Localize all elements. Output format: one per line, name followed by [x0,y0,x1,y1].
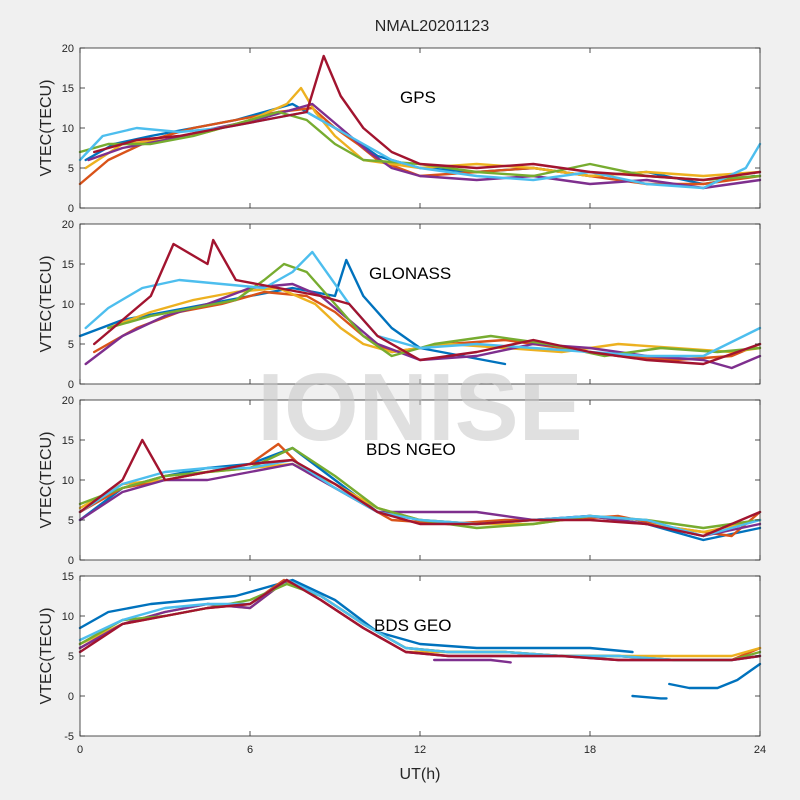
y-axis-label: VTEC(TECU) [38,80,55,177]
series-line-6 [78,110,762,190]
x-tick-label: 12 [414,744,426,756]
series-line-5 [78,110,762,182]
series-line-7 [78,438,762,538]
y-axis-label: VTEC(TECU) [38,432,55,529]
figure-title: NMAL20201123 [375,18,490,35]
series-line-6 [78,578,762,662]
y-tick-label: 15 [62,259,74,271]
series-line-7 [92,238,762,366]
series-line-3 [84,86,762,178]
x-tick-label: 18 [584,744,596,756]
y-tick-label: 10 [62,123,74,135]
series-line-8 [433,658,512,664]
y-tick-label: 5 [68,515,74,527]
y-tick-label: 5 [68,163,74,175]
x-tick-label: 0 [77,744,83,756]
x-tick-label: 6 [247,744,253,756]
panels: 0 5 10 15 20 VTEC(TECU) GPS 0 5 10 15 20 VTEC(TECU) G… [38,43,766,756]
series-line-1 [78,578,634,654]
y-tick-label: 0 [68,203,74,215]
y-tick-label: 20 [62,395,74,407]
panel-2: 0 5 10 15 20 VTEC(TECU) GLONASS [38,219,762,391]
panel-label: GPS [400,88,436,107]
panel-label: BDS GEO [374,616,451,635]
y-tick-label: 0 [68,379,74,391]
y-tick-label: 20 [62,219,74,231]
series-line-7 [78,578,762,662]
x-tick-label: 24 [754,744,766,756]
series-line-9 [631,694,668,700]
y-axis-label: VTEC(TECU) [38,608,55,705]
panel-1: 0 5 10 15 20 VTEC(TECU) GPS [38,43,762,215]
y-tick-label: 15 [62,435,74,447]
x-axis-label: UT(h) [400,766,441,783]
panel-3: 0 5 10 15 20 VTEC(TECU) BDS NGEO [38,395,762,567]
panel-label: BDS NGEO [366,440,456,459]
y-tick-label: -5 [64,731,74,743]
y-tick-label: 0 [68,691,74,703]
y-tick-label: 10 [62,611,74,623]
y-tick-label: 15 [62,571,74,583]
y-axis-label: VTEC(TECU) [38,256,55,353]
series-line-10 [668,662,762,690]
y-tick-label: 5 [68,651,74,663]
panel-label: GLONASS [369,264,451,283]
y-tick-label: 15 [62,83,74,95]
series-line-7 [92,54,762,182]
y-tick-label: 0 [68,555,74,567]
watermark: IONISE [257,354,582,461]
series-line-3 [107,286,762,354]
y-tick-label: 5 [68,339,74,351]
y-tick-label: 20 [62,43,74,55]
y-tick-label: 10 [62,299,74,311]
y-tick-label: 10 [62,475,74,487]
